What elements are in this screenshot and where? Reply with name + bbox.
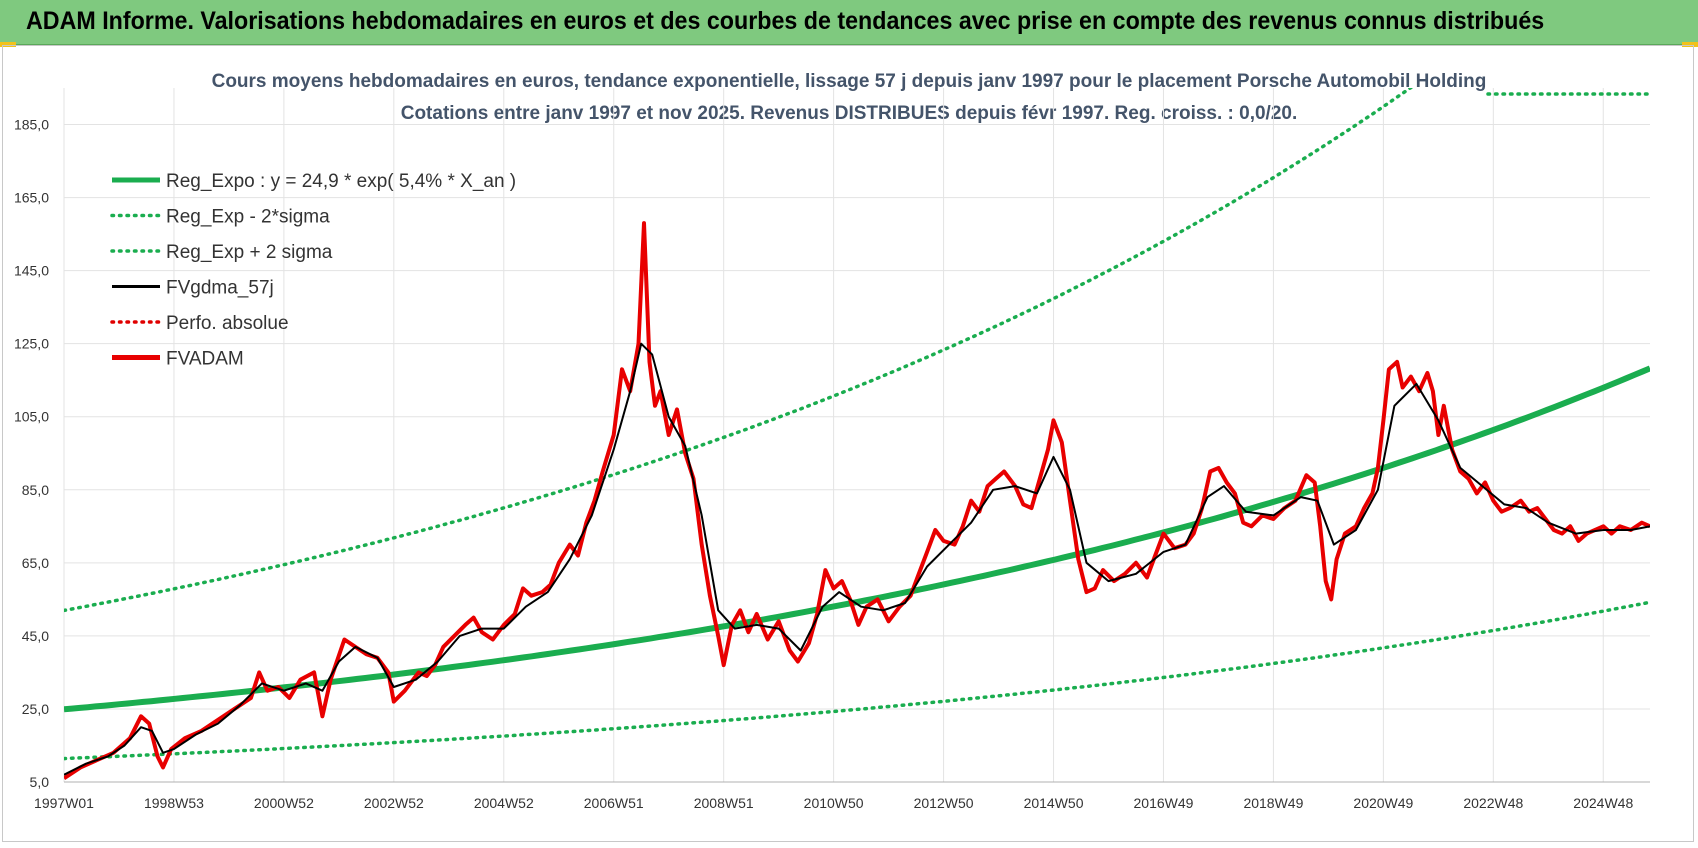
x-tick-label: 2004W52 [474, 795, 534, 811]
y-tick-label: 5,0 [30, 774, 50, 790]
x-tick-label: 2006W51 [584, 795, 644, 811]
legend-label-3: Reg_Exp + 2 sigma [166, 242, 333, 263]
corner-mark-left [0, 42, 16, 47]
legend-label-6: FVADAM [166, 349, 244, 370]
curves [64, 88, 1652, 780]
corner-mark-right [1682, 42, 1698, 47]
x-tick-label: 1997W01 [34, 795, 94, 811]
y-tick-label: 165,0 [14, 190, 49, 206]
y-tick-label: 65,0 [22, 555, 49, 571]
x-tick-label: 2002W52 [364, 795, 424, 811]
fvadam-series-line [64, 221, 1650, 780]
reg-expo-curve [64, 365, 1650, 713]
y-tick-label: 125,0 [14, 336, 49, 352]
y-tick-label: 85,0 [22, 482, 49, 498]
x-tick-label: 1998W53 [144, 795, 204, 811]
chart-title-line-1: Cours moyens hebdomadaires en euros, ten… [211, 71, 1487, 92]
legend-label-4: FVgdma_57j [166, 278, 274, 299]
fvgdma-57j-series-line [64, 342, 1650, 776]
y-tick-label: 25,0 [22, 701, 49, 717]
x-tick-label: 2000W52 [254, 795, 314, 811]
chart-frame [2, 45, 1694, 842]
header-banner: ADAM Informe. Valorisations hebdomadaire… [0, 0, 1698, 45]
x-tick-label: 2008W51 [694, 795, 754, 811]
y-tick-label: 185,0 [14, 117, 49, 133]
x-tick-label: 2024W48 [1573, 795, 1633, 811]
legend-label-2: Reg_Exp - 2*sigma [166, 207, 330, 228]
legend-label-1: Reg_Expo : y = 24,9 * exp( 5,4% * X_an ) [166, 171, 516, 192]
y-tick-label: 105,0 [14, 409, 49, 425]
legend-label-5: Perfo. absolue [166, 313, 289, 334]
x-tick-label: 2012W50 [914, 795, 974, 811]
y-tick-label: 145,0 [14, 263, 49, 279]
x-tick-label: 2016W49 [1134, 795, 1194, 811]
legend: Reg_Expo : y = 24,9 * exp( 5,4% * X_an )… [110, 171, 516, 370]
x-tick-label: 2020W49 [1353, 795, 1413, 811]
reg-exp-minus-2-sigma-curve [64, 600, 1650, 761]
banner-title: ADAM Informe. Valorisations hebdomadaire… [26, 7, 1545, 35]
x-tick-label: 2010W50 [804, 795, 864, 811]
y-tick-label: 45,0 [22, 628, 49, 644]
reg-exp-plus-2-sigma-curve [64, 88, 1414, 613]
x-tick-label: 2014W50 [1024, 795, 1084, 811]
axes: 5,0 25,0 45,0 65,0 85,0 105,0 125,0 145,0 165,0 1… [14, 117, 1650, 811]
chart-title-line-2: Cotations entre janv 1997 et nov 2025. R… [400, 103, 1298, 124]
x-tick-label: 2022W48 [1463, 795, 1523, 811]
x-tick-label: 2018W49 [1243, 795, 1303, 811]
